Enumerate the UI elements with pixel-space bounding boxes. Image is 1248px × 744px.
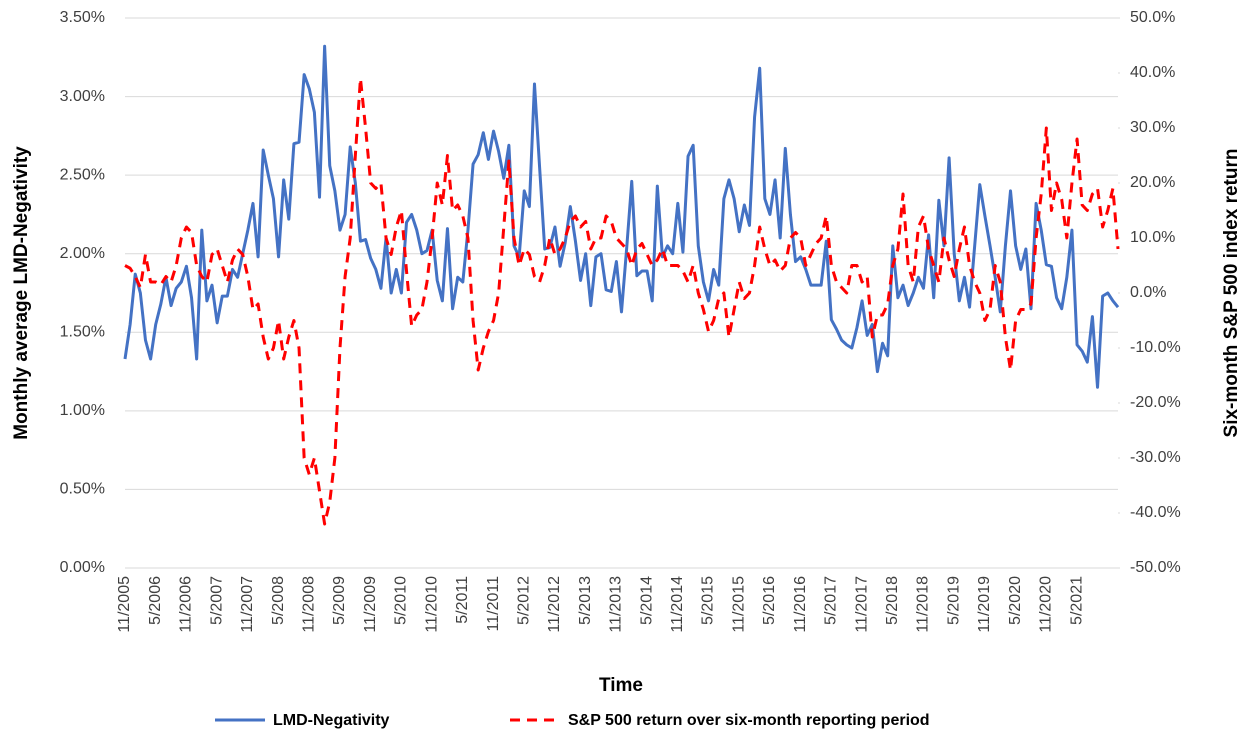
x-tick-label: 11/2009 <box>362 576 379 633</box>
x-tick-label: 5/2009 <box>331 576 348 625</box>
series-line <box>123 44 1120 389</box>
x-tick-label: 11/2016 <box>792 576 809 633</box>
x-tick-label: 11/2012 <box>546 576 563 633</box>
x-tick-label: 5/2018 <box>884 576 901 625</box>
y2-tick-label: -20.0% <box>1130 394 1181 411</box>
x-tick-label: 11/2019 <box>976 576 993 633</box>
x-tick-label: 5/2020 <box>1007 576 1024 625</box>
x-tick-label: 11/2010 <box>423 576 440 633</box>
y-tick-label: 0.00% <box>60 559 105 576</box>
x-tick-label: 11/2017 <box>853 576 870 633</box>
x-axis-title: Time <box>599 675 643 696</box>
y2-tick-label: -10.0% <box>1130 339 1181 356</box>
x-tick-label: 5/2008 <box>270 576 287 625</box>
y2-tick-label: 40.0% <box>1130 64 1175 81</box>
y2-tick-label: -30.0% <box>1130 449 1181 466</box>
x-tick-label: 5/2014 <box>638 576 655 625</box>
y-tick-label: 3.00% <box>60 88 105 105</box>
y-axis-title: Monthly average LMD-Negativity <box>11 146 32 440</box>
x-tick-label: 5/2016 <box>761 576 778 625</box>
x-tick-label: 11/2005 <box>116 576 133 633</box>
y2-tick-label: -50.0% <box>1130 559 1181 576</box>
y-tick-label: 3.50% <box>60 9 105 26</box>
x-tick-label: 11/2015 <box>730 576 747 633</box>
x-tick-label: 11/2006 <box>178 576 195 633</box>
legend-label: LMD-Negativity <box>273 712 390 729</box>
x-tick-label: 5/2013 <box>577 576 594 625</box>
x-tick-label: 11/2020 <box>1038 576 1055 633</box>
x-tick-label: 5/2007 <box>208 576 225 625</box>
x-tick-label: 5/2015 <box>700 576 717 625</box>
x-tick-label: 11/2018 <box>915 576 932 633</box>
x-tick-label: 11/2011 <box>485 576 502 632</box>
y-tick-label: 1.50% <box>60 324 105 341</box>
x-tick-label: 11/2008 <box>300 576 317 633</box>
y2-tick-label: -40.0% <box>1130 504 1181 521</box>
x-tick-label: 11/2013 <box>608 576 625 633</box>
x-tick-label: 11/2007 <box>239 576 256 633</box>
y2-tick-label: 50.0% <box>1130 9 1175 26</box>
x-tick-label: 11/2014 <box>669 576 686 633</box>
x-tick-label: 5/2010 <box>393 576 410 625</box>
x-tick-label: 5/2012 <box>515 576 532 625</box>
x-tick-label: 5/2011 <box>454 576 471 624</box>
y2-tick-label: 20.0% <box>1130 174 1175 191</box>
legend-label: S&P 500 return over six-month reporting … <box>568 712 930 729</box>
y-tick-label: 2.50% <box>60 166 105 183</box>
y2-axis-title: Six-month S&P 500 index return <box>1221 149 1242 438</box>
x-tick-label: 5/2021 <box>1068 576 1085 625</box>
x-tick-label: 5/2017 <box>823 576 840 625</box>
x-tick-label: 5/2019 <box>945 576 962 625</box>
series-line <box>124 77 1120 526</box>
y-tick-label: 1.00% <box>60 402 105 419</box>
y-tick-label: 0.50% <box>60 481 105 498</box>
y-tick-label: 2.00% <box>60 245 105 262</box>
y2-tick-label: 30.0% <box>1130 119 1175 136</box>
y2-tick-label: 0.0% <box>1130 284 1166 301</box>
x-tick-label: 5/2006 <box>147 576 164 625</box>
y2-tick-label: 10.0% <box>1130 229 1175 246</box>
